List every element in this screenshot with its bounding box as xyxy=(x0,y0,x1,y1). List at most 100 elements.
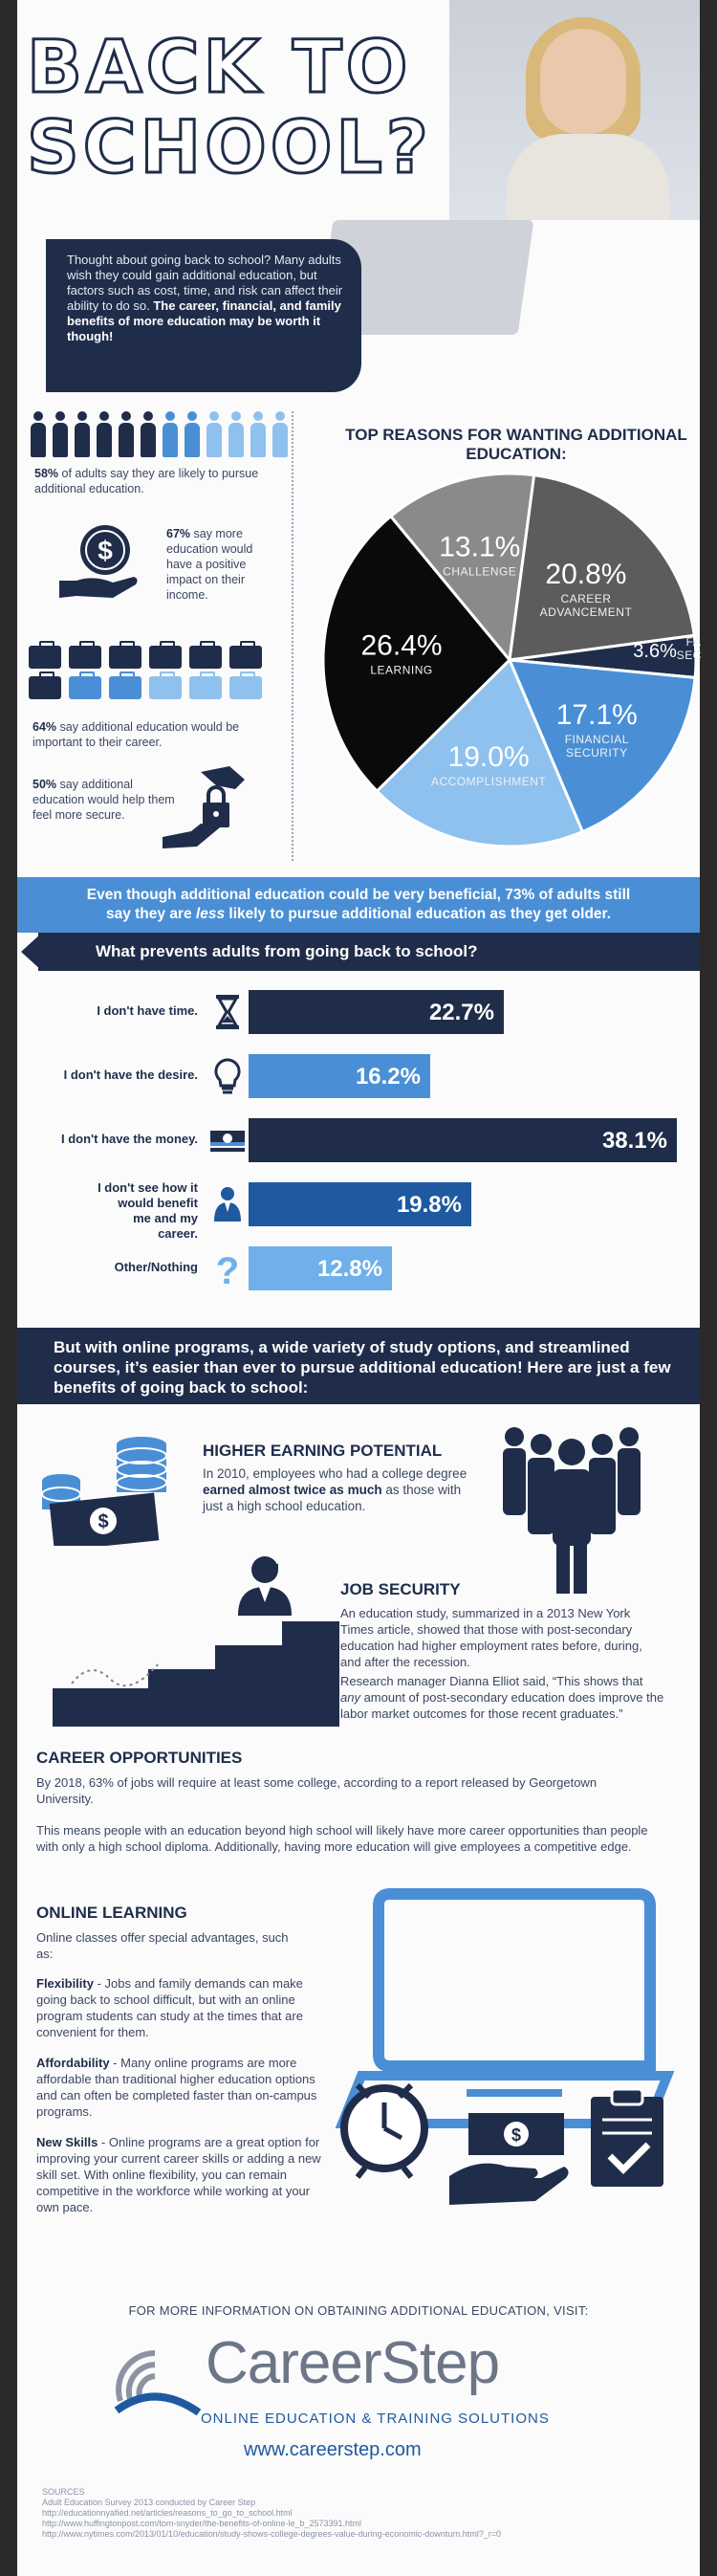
money-stack-icon xyxy=(208,1121,247,1159)
briefcase-icon xyxy=(29,672,61,699)
stat-67: 67% say more education would have a posi… xyxy=(166,526,281,603)
pie-value-label: 13.1% xyxy=(439,531,520,562)
svg-text:$: $ xyxy=(98,1511,108,1532)
flexibility-text: - Jobs and family demands can make going… xyxy=(36,1976,303,2039)
bar-value-label: 22.7% xyxy=(428,1000,494,1025)
person-icon xyxy=(208,1185,247,1223)
earning-bold: earned almost twice as much xyxy=(203,1483,382,1497)
new-skills-text: - Online programs are a great option for… xyxy=(36,2135,321,2214)
clipboard-check-icon xyxy=(591,2087,663,2187)
banner-italic: less xyxy=(195,906,226,922)
bar-category-label: Other/Nothing xyxy=(114,1260,198,1274)
briefcase-icon xyxy=(149,672,182,699)
bar-3: 19.8% xyxy=(249,1182,471,1226)
security-italic: any xyxy=(340,1690,360,1705)
source-link[interactable]: http://www.nytimes.com/2013/01/10/educat… xyxy=(42,2529,501,2539)
person-icon xyxy=(95,411,114,457)
bar-value-label: 38.1% xyxy=(601,1128,667,1154)
pie-category-label: SECURITY xyxy=(566,746,628,760)
hourglass-icon xyxy=(208,993,247,1031)
security-para-2: Research manager Dianna Elliot said, “Th… xyxy=(340,1673,665,1722)
online-programs-banner: But with online programs, a wide variety… xyxy=(17,1328,700,1404)
people-icons xyxy=(29,411,290,457)
source-item: Adult Education Survey 2013 conducted by… xyxy=(42,2498,256,2507)
stat-58: 58% of adults say they are likely to pur… xyxy=(34,466,273,496)
bar-0: 22.7% xyxy=(249,990,504,1034)
online-intro: Online classes offer special advantages,… xyxy=(36,1930,289,1961)
career-para-2: This means people with an education beyo… xyxy=(36,1823,648,1854)
lightbulb-icon xyxy=(208,1057,247,1095)
briefcase-icon xyxy=(69,641,101,669)
pie-value-label: 17.1% xyxy=(556,699,638,731)
earning-heading: HIGHER EARNING POTENTIAL xyxy=(203,1442,443,1460)
column-divider xyxy=(292,411,293,861)
bar-value-label: 16.2% xyxy=(355,1064,421,1090)
bar-category-label: I don't have the desire. xyxy=(63,1068,198,1082)
person-icon xyxy=(73,411,92,457)
person-icon xyxy=(139,411,158,457)
security-para-1: An education study, summarized in a 2013… xyxy=(340,1606,642,1669)
briefcase-icon xyxy=(189,641,222,669)
online-flexibility: Flexibility - Jobs and family demands ca… xyxy=(36,1975,323,2040)
svg-text:?: ? xyxy=(216,1250,239,1288)
brand-tagline: ONLINE EDUCATION & TRAINING SOLUTIONS xyxy=(201,2411,550,2427)
intro-box: Thought about going back to school? Many… xyxy=(46,239,361,392)
banner-line-1: Even though additional education could b… xyxy=(86,887,631,903)
pie-slice-challenge xyxy=(388,472,536,664)
banner-line-2-b: likely to pursue additional education as… xyxy=(225,906,612,922)
careerstep-logo-icon xyxy=(114,2350,202,2416)
affordability-text: - Many online programs are more affordab… xyxy=(36,2056,317,2119)
stat-64: 64% say additional education would be im… xyxy=(33,719,281,750)
source-link[interactable]: http://educationnyafied.net/articles/rea… xyxy=(42,2508,293,2518)
bar-value-label: 12.8% xyxy=(316,1256,382,1282)
brand-url[interactable]: www.careerstep.com xyxy=(244,2439,422,2460)
pie-slice-learning xyxy=(321,514,512,794)
person-icon xyxy=(249,411,268,457)
bar-2: 38.1% xyxy=(249,1118,677,1162)
pie-value-label: 26.4% xyxy=(361,629,443,661)
page-title: BACK TO SCHOOL? xyxy=(26,25,432,189)
lock-hands-icon xyxy=(163,766,245,848)
left-border xyxy=(0,0,17,2576)
svg-text:$: $ xyxy=(98,536,113,565)
briefcase-icons xyxy=(29,641,264,699)
banner-line-2: say they are less likely to pursue addit… xyxy=(17,905,700,924)
banner-line-2-a: say they are xyxy=(105,906,196,922)
title-line-2: SCHOOL? xyxy=(26,104,432,189)
online-affordability: Affordability - Many online programs are… xyxy=(36,2055,323,2120)
briefcase-icon xyxy=(189,672,222,699)
svg-text:$: $ xyxy=(511,2125,521,2145)
person-icon xyxy=(29,411,48,457)
online-heading: ONLINE LEARNING xyxy=(36,1904,187,1922)
briefcase-icon xyxy=(229,641,262,669)
pie-slice-accomplishment xyxy=(375,657,585,848)
adults-banner: Even though additional education could b… xyxy=(17,877,700,933)
money-hand-icon: $ xyxy=(59,525,138,598)
coins-cash-icon: $ xyxy=(41,1437,167,1546)
earning-text-a: In 2010, employees who had a college deg… xyxy=(203,1466,467,1481)
person-icon xyxy=(161,411,180,457)
person-icon xyxy=(51,411,70,457)
briefcase-icon xyxy=(29,641,61,669)
pie-category-label: ADVANCEMENT xyxy=(540,605,633,619)
security-heading: JOB SECURITY xyxy=(340,1580,461,1598)
stat-64-pct: 64% xyxy=(33,720,57,734)
woman-photo xyxy=(449,0,700,220)
clock-icon xyxy=(340,2082,428,2179)
bar-category-label: I don't have time. xyxy=(97,1003,198,1018)
person-icon xyxy=(271,411,290,457)
stat-67-text: say more education would have a positive… xyxy=(166,527,253,602)
stat-64-text: say additional education would be import… xyxy=(33,720,240,749)
earning-text-b: as those with just a high school educati… xyxy=(203,1483,462,1513)
bar-category-label: I don't have the money. xyxy=(61,1132,198,1146)
source-link[interactable]: http://www.huffingtonpost.com/tom-snyder… xyxy=(42,2519,362,2528)
stat-58-pct: 58% xyxy=(34,467,59,480)
intro-body: Thought about going back to school? Many… xyxy=(67,253,343,313)
body-shape xyxy=(507,134,669,220)
question-heading: What prevents adults from going back to … xyxy=(38,933,700,971)
question-arrow xyxy=(21,933,42,971)
intro-bold: The career, financial, and family benefi… xyxy=(67,298,341,343)
stat-58-text: of adults say they are likely to pursue … xyxy=(34,467,259,495)
